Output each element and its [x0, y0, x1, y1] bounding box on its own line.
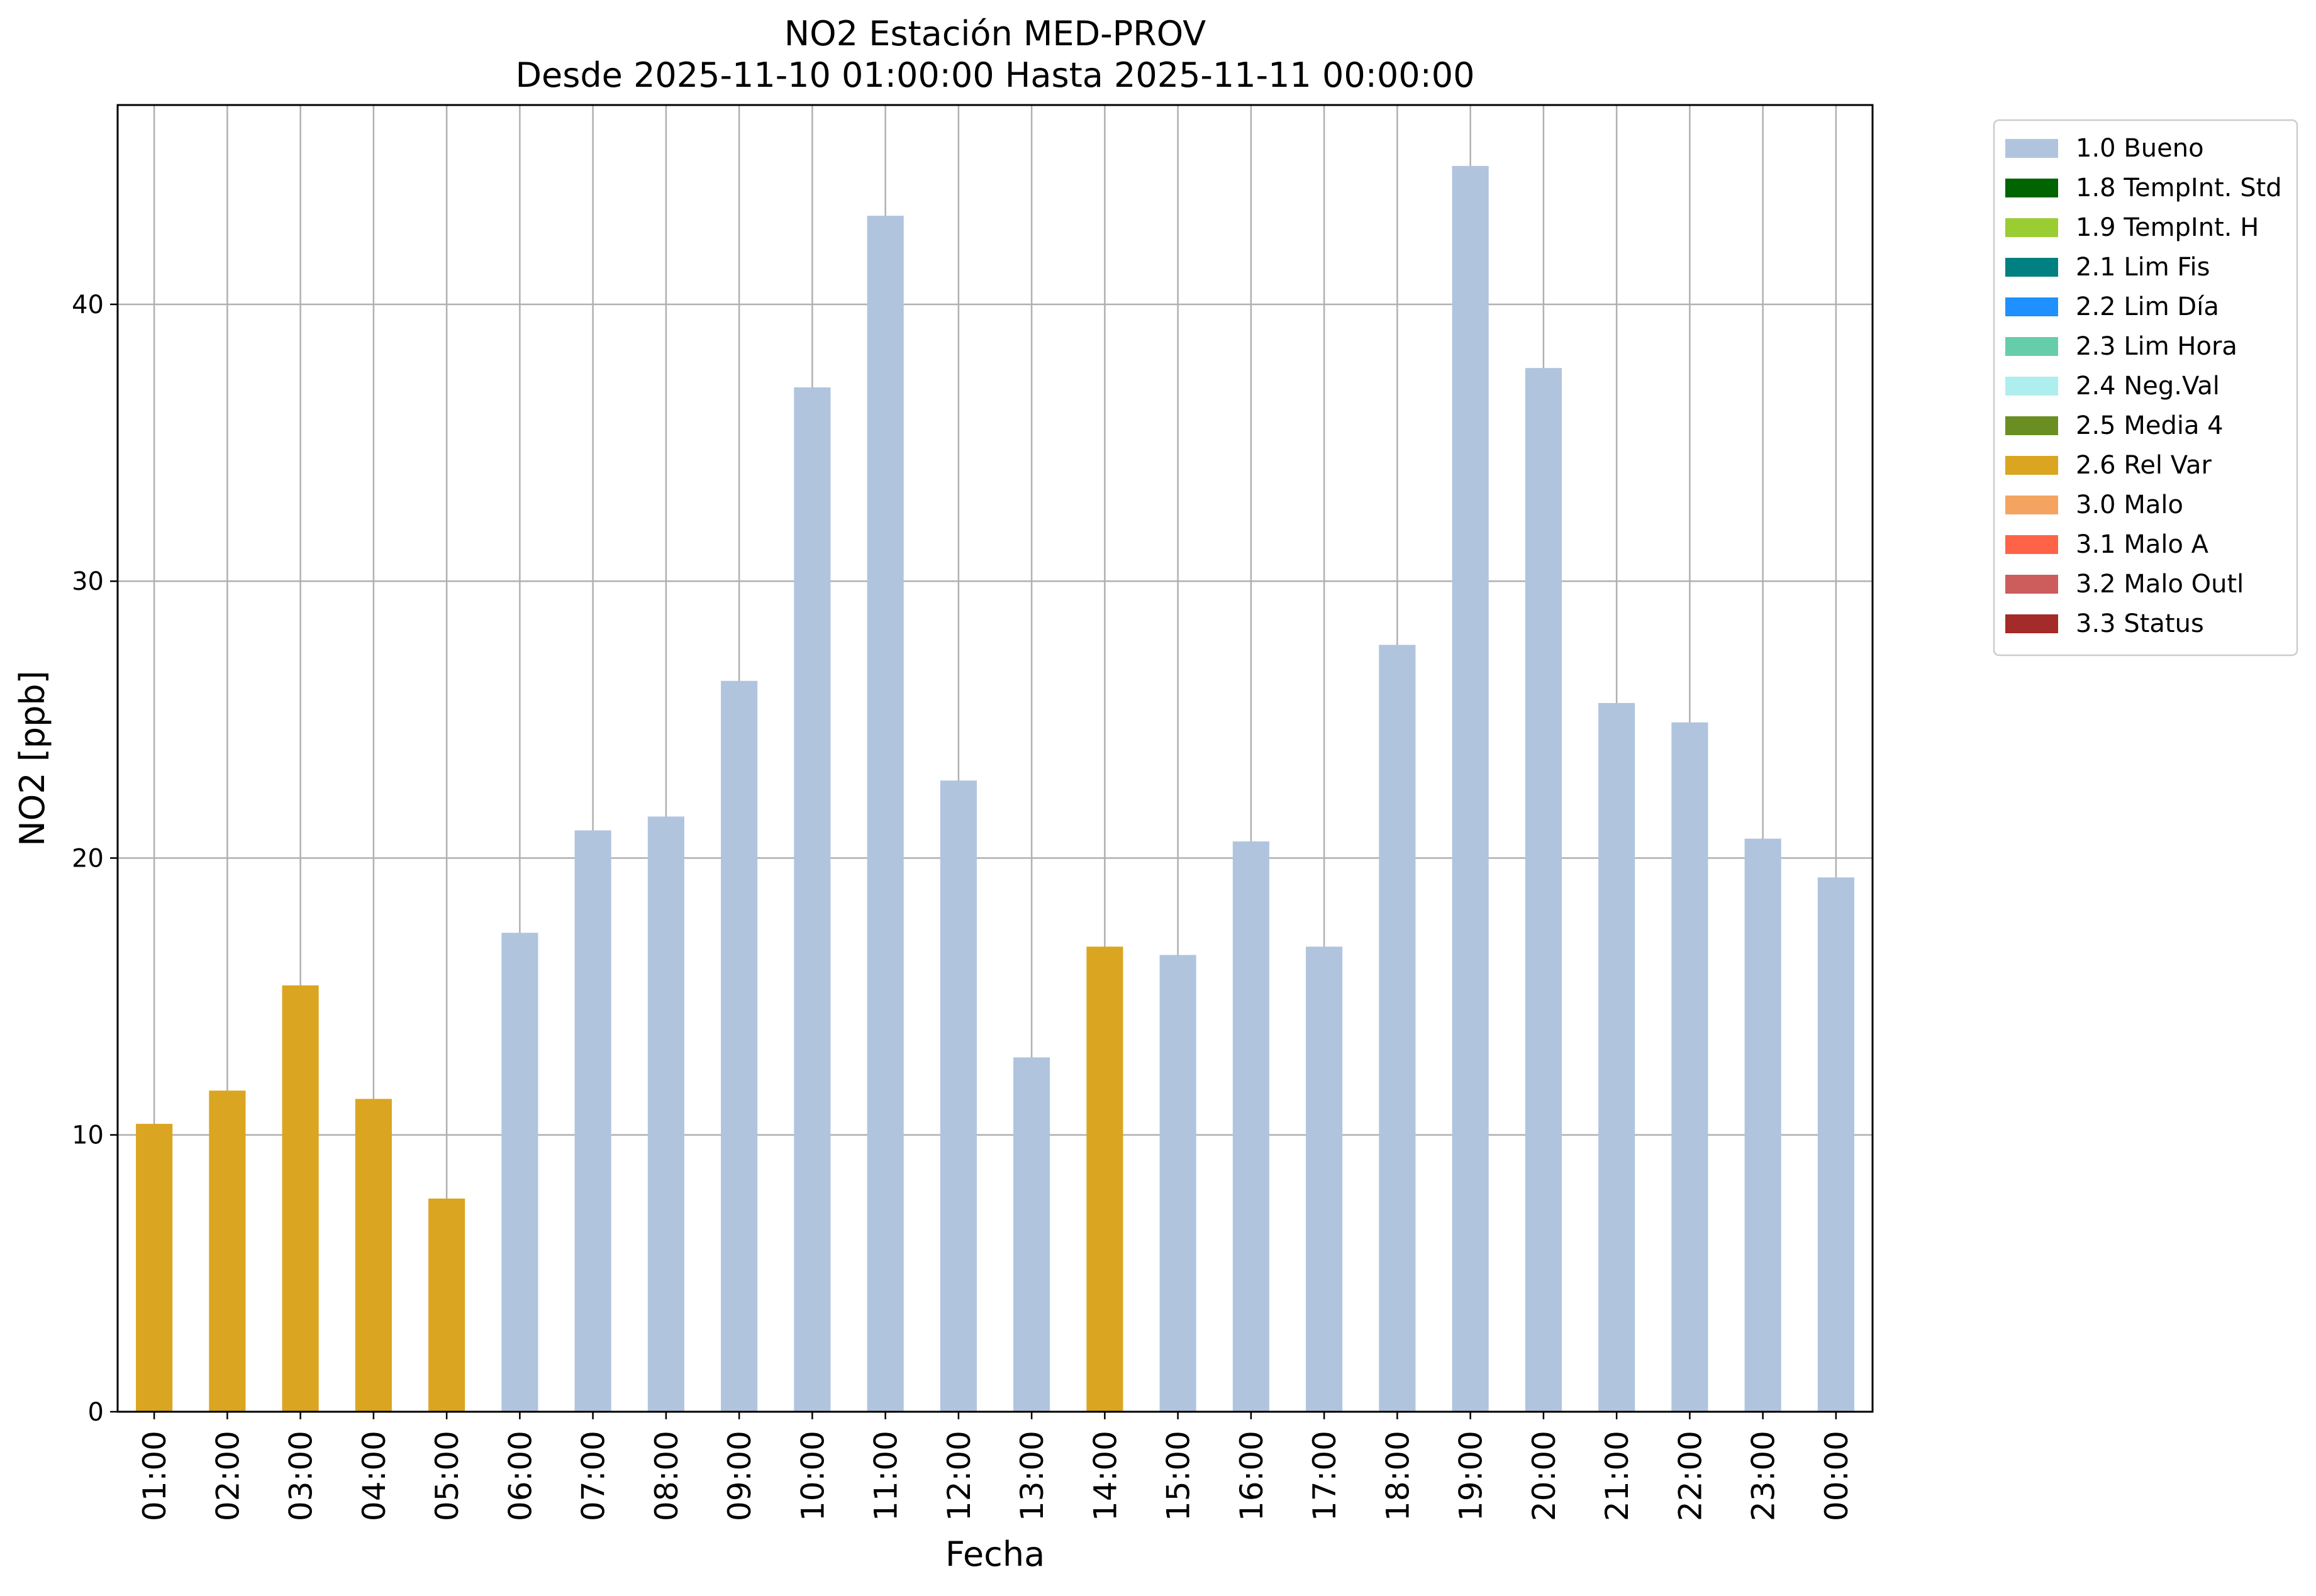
x-tick-label: 12:00: [941, 1431, 977, 1521]
bar-1800: [1379, 645, 1416, 1412]
x-tick-label: 07:00: [576, 1431, 612, 1521]
x-tick-label: 00:00: [1818, 1431, 1855, 1521]
legend-label: 2.4 Neg.Val: [2076, 372, 2220, 401]
bar-0400: [355, 1099, 392, 1412]
bar-0200: [209, 1090, 246, 1412]
y-tick-label: 10: [72, 1121, 104, 1150]
bar-1700: [1306, 946, 1343, 1412]
chart-subtitle: Desde 2025-11-10 01:00:00 Hasta 2025-11-…: [515, 55, 1474, 95]
bars: [136, 165, 1854, 1412]
legend-label: 2.2 Lim Día: [2076, 292, 2219, 321]
legend-swatch: [2005, 377, 2058, 396]
legend: 1.0 Bueno 1.8 TempInt. Std 1.9 TempInt. H 2…: [1993, 119, 2298, 657]
legend-swatch: [2005, 139, 2058, 158]
x-axis: 01:00 02:00 03:00 04:00 05:00 06:00 07:00 08:00…: [136, 1412, 1855, 1521]
bar-2100: [1598, 702, 1635, 1412]
legend-label: 3.1 Malo A: [2076, 530, 2209, 559]
y-tick-label: 0: [88, 1398, 104, 1427]
x-tick-label: 09:00: [721, 1431, 758, 1521]
bar-1100: [867, 216, 904, 1412]
y-tick-label: 20: [72, 844, 104, 873]
legend-swatch: [2005, 297, 2058, 316]
bar-2000: [1525, 368, 1562, 1412]
legend-label: 3.0 Malo: [2076, 490, 2183, 519]
bar-2200: [1671, 722, 1708, 1412]
legend-label: 1.0 Bueno: [2076, 134, 2204, 163]
bar-0300: [282, 985, 319, 1412]
y-axis-label: NO2 [ppb]: [13, 670, 52, 846]
bar-0800: [647, 816, 684, 1412]
bar-1200: [940, 780, 977, 1412]
x-tick-label: 16:00: [1233, 1431, 1270, 1521]
x-tick-label: 08:00: [649, 1431, 685, 1521]
x-tick-label: 05:00: [429, 1431, 465, 1521]
bar-0000: [1817, 877, 1854, 1412]
legend-swatch: [2005, 258, 2058, 277]
legend-label: 3.2 Malo Outl: [2076, 570, 2244, 599]
legend-swatch: [2005, 535, 2058, 554]
x-tick-label: 23:00: [1745, 1431, 1782, 1521]
x-tick-label: 02:00: [209, 1431, 246, 1521]
x-tick-label: 15:00: [1161, 1431, 1197, 1521]
bar-0600: [501, 933, 538, 1412]
legend-swatch: [2005, 337, 2058, 356]
y-tick-label: 30: [72, 567, 104, 596]
y-tick-label: 40: [72, 291, 104, 319]
x-tick-label: 14:00: [1087, 1431, 1123, 1521]
bar-1900: [1452, 165, 1489, 1412]
x-axis-label: Fecha: [945, 1534, 1045, 1574]
bar-0700: [574, 830, 611, 1412]
x-tick-label: 18:00: [1379, 1431, 1416, 1521]
x-tick-label: 06:00: [502, 1431, 538, 1521]
plot-frame: [116, 104, 1874, 1413]
legend-swatch: [2005, 179, 2058, 197]
legend-label: 2.6 Rel Var: [2076, 451, 2212, 480]
x-tick-label: 21:00: [1599, 1431, 1635, 1521]
legend-label: 2.1 Lim Fis: [2076, 253, 2210, 282]
legend-label: 2.3 Lim Hora: [2076, 332, 2237, 361]
bar-0100: [136, 1124, 173, 1412]
legend-swatch: [2005, 456, 2058, 475]
legend-label: 3.3 Status: [2076, 609, 2204, 638]
y-axis: 0 10 20 30 40: [72, 291, 118, 1427]
legend-swatch: [2005, 614, 2058, 633]
bar-0900: [721, 680, 758, 1412]
bar-2300: [1744, 838, 1781, 1412]
x-tick-label: 03:00: [283, 1431, 320, 1521]
x-tick-label: 10:00: [794, 1431, 831, 1521]
x-tick-label: 22:00: [1672, 1431, 1708, 1521]
legend-swatch: [2005, 416, 2058, 435]
legend-swatch: [2005, 496, 2058, 514]
bar-1000: [794, 387, 831, 1412]
x-tick-label: 04:00: [356, 1431, 392, 1521]
chart-title: NO2 Estación MED-PROV: [784, 14, 1206, 53]
bar-0500: [428, 1199, 465, 1412]
bar-1500: [1159, 955, 1196, 1412]
bar-1600: [1232, 841, 1269, 1412]
legend-swatch: [2005, 218, 2058, 237]
x-tick-label: 01:00: [136, 1431, 173, 1521]
bar-1300: [1013, 1057, 1050, 1412]
x-tick-label: 17:00: [1306, 1431, 1343, 1521]
x-tick-label: 13:00: [1014, 1431, 1050, 1521]
x-tick-label: 11:00: [868, 1431, 905, 1521]
legend-swatch: [2005, 575, 2058, 594]
legend-label: 1.9 TempInt. H: [2076, 213, 2259, 242]
legend-label: 1.8 TempInt. Std: [2076, 174, 2282, 202]
x-tick-label: 20:00: [1526, 1431, 1562, 1521]
bar-1400: [1086, 946, 1123, 1412]
legend-box: [1993, 119, 2298, 657]
x-tick-label: 19:00: [1453, 1431, 1489, 1521]
legend-label: 2.5 Media 4: [2076, 411, 2224, 440]
